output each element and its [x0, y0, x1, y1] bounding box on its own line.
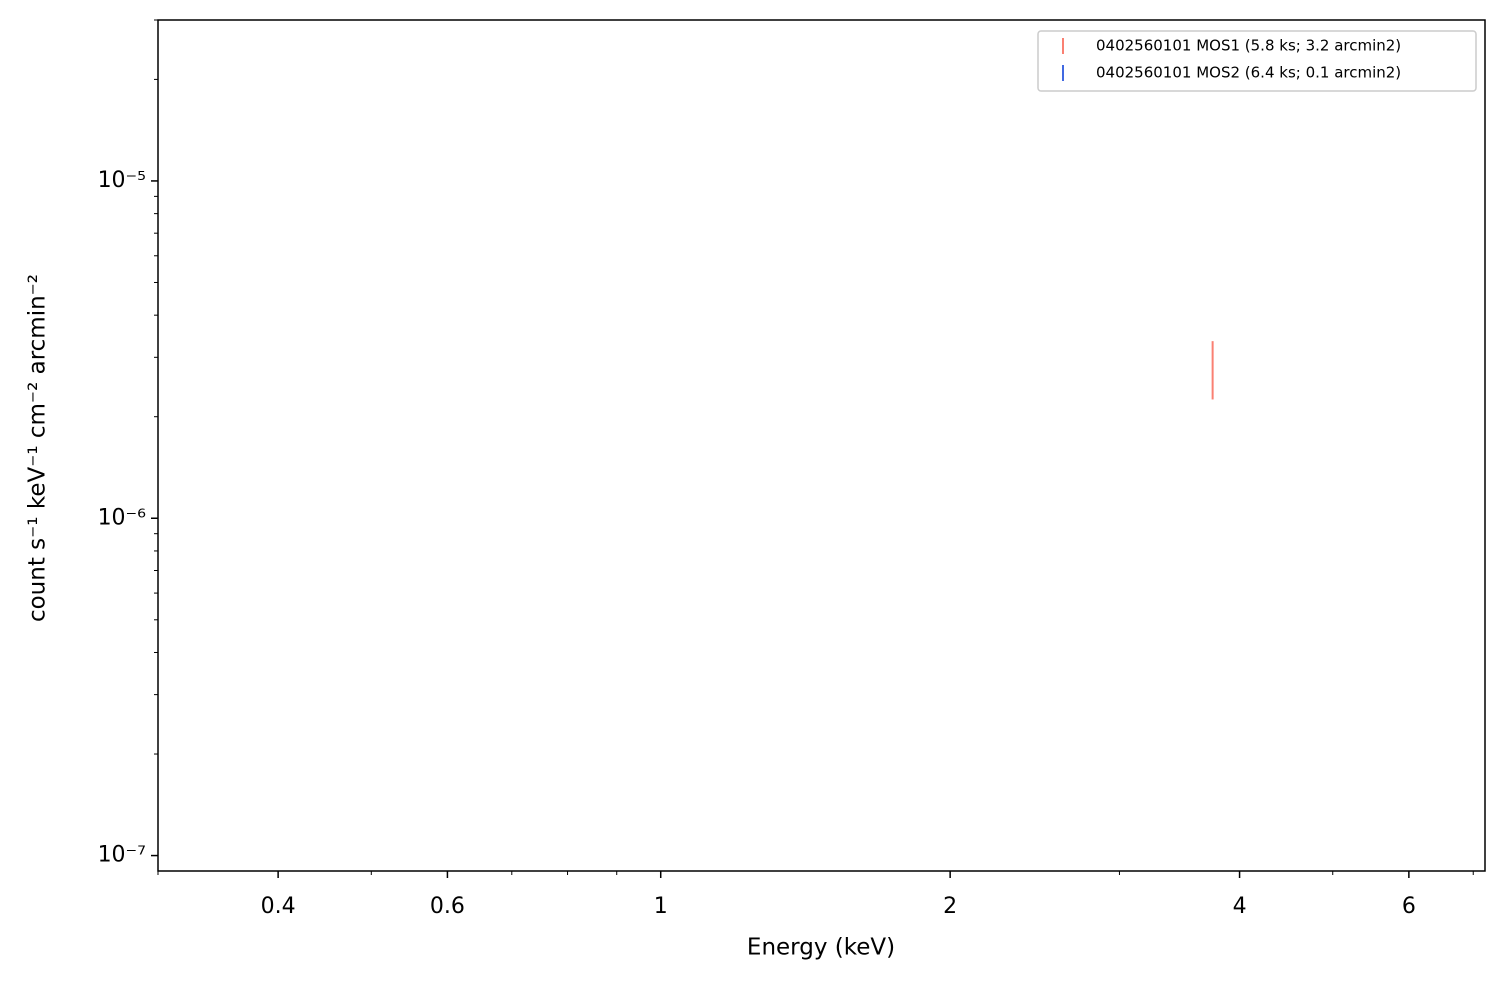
- plot-frame: [157, 19, 1486, 872]
- x-tick-label: 0.6: [430, 894, 465, 919]
- y-tick-label: 10⁻⁶: [98, 505, 147, 530]
- y-tick-label: 10⁻⁵: [98, 168, 146, 193]
- legend-label: 0402560101 MOS1 (5.8 ks; 3.2 arcmin2): [1096, 37, 1401, 55]
- x-axis-label: Energy (keV): [747, 935, 895, 961]
- legend-label: 0402560101 MOS2 (6.4 ks; 0.1 arcmin2): [1096, 64, 1401, 82]
- x-tick-label: 6: [1402, 894, 1416, 919]
- x-tick-label: 2: [943, 894, 957, 919]
- y-tick-label: 10⁻⁷: [98, 843, 146, 868]
- x-tick-label: 0.4: [261, 894, 296, 919]
- y-axis-label: count s⁻¹ keV⁻¹ cm⁻² arcmin⁻²: [25, 274, 51, 622]
- legend-box: [1037, 30, 1477, 92]
- legend: 0402560101 MOS1 (5.8 ks; 3.2 arcmin2) 040…: [1037, 30, 1477, 92]
- x-tick-label: 4: [1233, 894, 1247, 919]
- x-tick-label: 1: [654, 894, 668, 919]
